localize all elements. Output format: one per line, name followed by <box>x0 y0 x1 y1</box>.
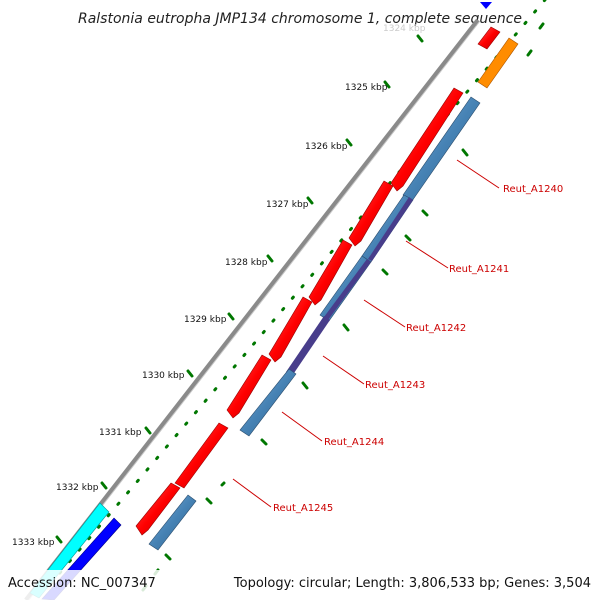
cds-forward-feature[interactable] <box>226 354 272 419</box>
accession-text: Accession: NC_007347 <box>8 576 156 591</box>
gene-label[interactable]: Reut_A1244 <box>324 437 384 448</box>
tick-labels: 1324 kbp 1325 kbp 1326 kbp 1327 kbp 1328… <box>12 24 426 548</box>
cds-forward-feature[interactable] <box>174 422 229 489</box>
cds-other-feature[interactable] <box>368 197 413 261</box>
tick-label: 1326 kbp <box>305 142 348 152</box>
cds-reverse-feature[interactable] <box>402 96 481 202</box>
tick-label: 1329 kbp <box>184 315 227 325</box>
tick-label: 1327 kbp <box>266 200 309 210</box>
footer-backdrop <box>0 570 600 600</box>
tick-label: 1324 kbp <box>383 24 426 34</box>
gene-label[interactable]: Reut_A1245 <box>273 503 333 514</box>
cds-other-feature[interactable] <box>324 259 371 320</box>
tick-ring-dots <box>40 0 547 596</box>
tick-label: 1328 kbp <box>225 258 268 268</box>
map-title: Ralstonia eutropha JMP134 chromosome 1, … <box>78 11 522 27</box>
topology-summary-text: Topology: circular; Length: 3,806,533 bp… <box>233 576 591 591</box>
cds-forward-feature[interactable] <box>477 26 501 50</box>
tick-label: 1333 kbp <box>12 538 55 548</box>
cds-forward-feature[interactable] <box>348 180 394 247</box>
cds-other-feature[interactable] <box>286 316 330 376</box>
genome-backbone <box>24 18 480 600</box>
tick-label: 1332 kbp <box>56 483 99 493</box>
major-ticks <box>55 34 424 544</box>
cds-forward-feature[interactable] <box>308 239 353 306</box>
genome-backbone-highlight <box>28 20 481 600</box>
gene-label[interactable]: Reut_A1240 <box>503 184 563 195</box>
gene-label[interactable]: Reut_A1241 <box>449 264 509 275</box>
blue-feature[interactable] <box>480 2 492 9</box>
tick-label: 1330 kbp <box>142 371 185 381</box>
cds-forward-feature[interactable] <box>135 482 181 536</box>
orange-feature[interactable] <box>477 37 519 89</box>
reverse-strand-features <box>148 37 519 551</box>
tick-label: 1325 kbp <box>345 83 388 93</box>
cds-forward-feature[interactable] <box>268 296 313 363</box>
inner-dashed-ticks <box>141 22 545 592</box>
cds-reverse-feature[interactable] <box>148 494 197 551</box>
cds-reverse-feature[interactable] <box>239 368 297 437</box>
label-leader-lines <box>232 159 500 508</box>
gene-label[interactable]: Reut_A1242 <box>406 323 466 334</box>
tick-label: 1331 kbp <box>99 428 142 438</box>
cds-forward-feature[interactable] <box>390 87 464 192</box>
gene-label[interactable]: Reut_A1243 <box>365 380 425 391</box>
gene-labels: Reut_A1240 Reut_A1241 Reut_A1242 Reut_A1… <box>273 184 563 514</box>
forward-strand-features <box>29 2 501 600</box>
